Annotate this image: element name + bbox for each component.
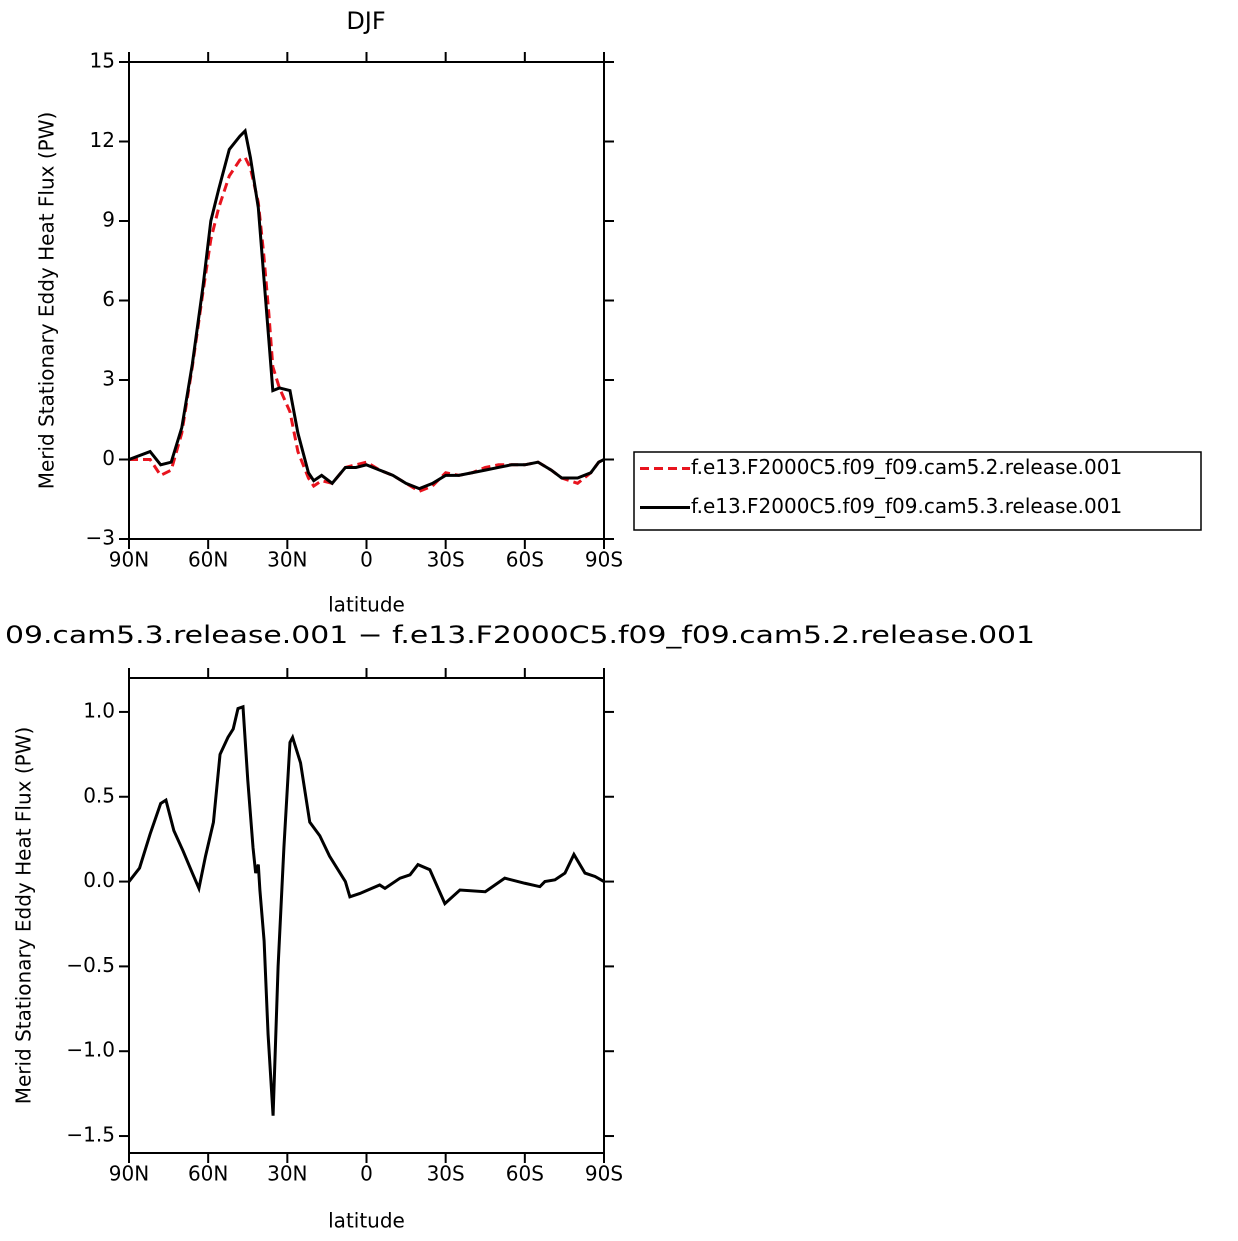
y-tick-label: 1.0 xyxy=(83,698,115,722)
y-tick-label: 0 xyxy=(102,446,115,470)
x-tick-label: 60N xyxy=(188,548,228,572)
y-tick-label: 0.0 xyxy=(83,868,115,892)
x-tick-label: 30S xyxy=(427,1162,465,1186)
y-tick-label: 0.5 xyxy=(83,783,115,807)
y-tick-label: −1.0 xyxy=(66,1038,115,1062)
x-tick-label: 30S xyxy=(427,548,465,572)
x-tick-label: 0 xyxy=(360,548,373,572)
plot-frame xyxy=(128,61,605,540)
chart-title: 09.cam5.3.release.001 − f.e13.F2000C5.f0… xyxy=(5,621,1035,649)
y-tick-label: 6 xyxy=(102,287,115,311)
x-axis-label: latitude xyxy=(328,593,405,617)
legend-box xyxy=(633,451,1202,531)
series-line xyxy=(127,704,605,1116)
legend-label: f.e13.F2000C5.f09_f09.cam5.2.release.001 xyxy=(691,455,1122,479)
x-tick-label: 0 xyxy=(360,1162,373,1186)
y-tick-label: −1.5 xyxy=(66,1123,115,1147)
y-tick-label: 3 xyxy=(102,367,115,391)
x-tick-label: 60S xyxy=(506,1162,544,1186)
y-tick-label: 15 xyxy=(90,49,115,73)
series-line xyxy=(129,155,605,493)
y-axis-label: Merid Stationary Eddy Heat Flux (PW) xyxy=(12,727,36,1105)
x-tick-label: 30N xyxy=(267,1162,307,1186)
x-tick-label: 90S xyxy=(585,548,623,572)
y-axis-label: Merid Stationary Eddy Heat Flux (PW) xyxy=(35,112,59,490)
x-tick-label: 90N xyxy=(109,1162,149,1186)
y-tick-label: 12 xyxy=(90,128,115,152)
x-axis-label: latitude xyxy=(328,1209,405,1233)
x-tick-label: 60N xyxy=(188,1162,228,1186)
x-tick-label: 30N xyxy=(267,548,307,572)
y-tick-label: 9 xyxy=(102,208,115,232)
x-tick-label: 60S xyxy=(506,548,544,572)
legend-label: f.e13.F2000C5.f09_f09.cam5.3.release.001 xyxy=(691,494,1122,518)
series-line xyxy=(128,127,605,491)
chart-title: DJF xyxy=(346,7,385,35)
x-tick-label: 90S xyxy=(585,1162,623,1186)
x-tick-label: 90N xyxy=(109,548,149,572)
y-tick-label: −3 xyxy=(86,526,115,550)
plot-frame xyxy=(128,677,605,1154)
y-tick-label: −0.5 xyxy=(66,953,115,977)
